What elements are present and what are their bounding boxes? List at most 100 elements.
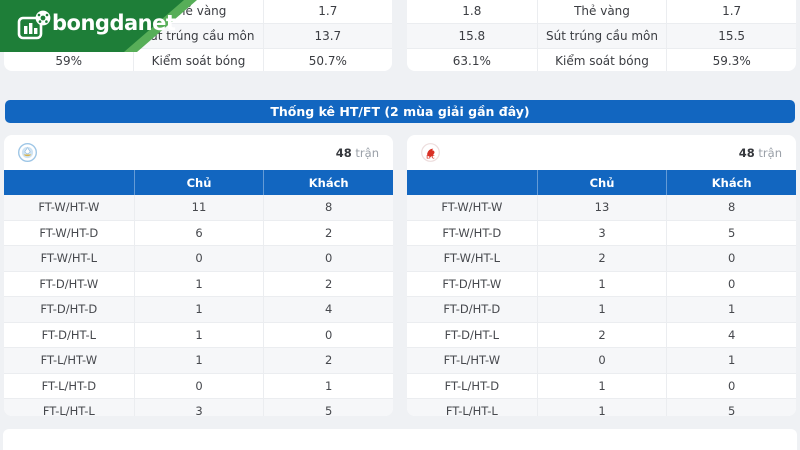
matches-unit: trận <box>758 145 782 160</box>
htft-away-value: 4 <box>666 322 796 347</box>
htft-away-value: 1 <box>666 348 796 373</box>
htft-away-value: 2 <box>263 348 393 373</box>
stat-row: 1.8 Thẻ vàng 1.7 <box>407 0 796 23</box>
htft-row: FT-D/HT-D 1 1 <box>407 296 796 322</box>
stat-away-value: 59.3% <box>666 49 796 71</box>
stat-home-value: 63.1% <box>452 54 491 68</box>
htft-header-home-col: Chủ <box>536 170 667 195</box>
htft-row: FT-L/HT-D 0 1 <box>4 372 393 398</box>
htft-result-label: FT-L/HT-L <box>42 404 95 416</box>
htft-home-value: 1 <box>536 271 667 296</box>
stat-label: Thẻ vàng <box>536 0 667 23</box>
next-section-card <box>3 429 797 450</box>
htft-row: FT-L/HT-L 3 5 <box>4 398 393 416</box>
htft-row: FT-D/HT-W 1 0 <box>407 270 796 296</box>
htft-home-value: 2 <box>536 322 667 347</box>
matches-count-home: 48 trận <box>336 146 379 160</box>
htft-away-value: 0 <box>666 373 796 398</box>
htft-away-value: 2 <box>263 220 393 245</box>
htft-result-label: FT-D/HT-W <box>442 276 502 291</box>
htft-row: FT-W/HT-D 3 5 <box>407 219 796 245</box>
htft-away-value: 5 <box>263 399 393 416</box>
stat-row: Sút trúng cầu môn 13.7 <box>4 23 392 48</box>
htft-row: FT-D/HT-W 1 2 <box>4 270 393 296</box>
htft-home-value: 1 <box>536 399 667 416</box>
htft-row: FT-W/HT-D 6 2 <box>4 219 393 245</box>
matches-number: 48 <box>335 145 352 160</box>
htft-result-label: FT-L/HT-W <box>443 353 501 368</box>
htft-result-label: FT-W/HT-L <box>443 251 501 266</box>
htft-home-value: 1 <box>536 297 667 322</box>
stat-label: Kiểm soát bóng <box>133 49 262 71</box>
stat-row: 59% Kiểm soát bóng 50.7% <box>4 48 392 71</box>
htft-home-value: 0 <box>133 373 264 398</box>
brand-text: bongdanet <box>52 11 176 35</box>
matches-unit: trận <box>355 145 379 160</box>
liverpool-badge-icon: LFC <box>421 143 440 162</box>
stat-row: 63.1% Kiểm soát bóng 59.3% <box>407 48 796 71</box>
htft-result-label: FT-W/HT-D <box>442 225 502 240</box>
htft-row: FT-W/HT-L 2 0 <box>407 245 796 271</box>
htft-row: FT-D/HT-L 2 4 <box>407 321 796 347</box>
man-city-badge-icon <box>18 143 37 162</box>
htft-result-label: FT-L/HT-D <box>41 378 97 393</box>
htft-away-value: 0 <box>666 271 796 296</box>
htft-away-value: 5 <box>666 399 796 416</box>
stat-home-value: 15.8 <box>458 29 486 43</box>
htft-home-value: 1 <box>536 373 667 398</box>
htft-home-value: 13 <box>536 195 667 220</box>
bongdanet-chart-ball-icon <box>17 10 51 40</box>
htft-away-value: 1 <box>666 297 796 322</box>
stat-away-value: 50.7% <box>262 49 392 71</box>
htft-home-value: 0 <box>133 246 264 271</box>
htft-away-value: 8 <box>666 195 796 220</box>
htft-result-label: FT-W/HT-W <box>38 200 100 215</box>
htft-away-value: 0 <box>263 322 393 347</box>
htft-body-away: FT-W/HT-W 13 8 FT-W/HT-D 3 5 FT-W/HT-L 2… <box>407 195 796 416</box>
htft-result-label: FT-L/HT-W <box>40 353 98 368</box>
htft-away-value: 5 <box>666 220 796 245</box>
stat-label: Sút trúng cầu môn <box>536 24 667 48</box>
htft-home-value: 2 <box>536 246 667 271</box>
htft-row: FT-L/HT-W 1 2 <box>4 347 393 373</box>
htft-result-label: FT-D/HT-D <box>443 302 501 317</box>
htft-away-value: 4 <box>263 297 393 322</box>
stat-row: 15.8 Sút trúng cầu môn 15.5 <box>407 23 796 48</box>
htft-row: FT-L/HT-L 1 5 <box>407 398 796 416</box>
stat-away-value: 15.5 <box>666 24 796 48</box>
htft-home-value: 1 <box>133 271 264 296</box>
htft-home-value: 1 <box>133 322 264 347</box>
bongdanet-logo[interactable]: bongdanet <box>0 0 200 52</box>
team-header-away: LFC 48 trận <box>407 135 796 170</box>
htft-row: FT-L/HT-W 0 1 <box>407 347 796 373</box>
svg-text:LFC: LFC <box>426 155 434 160</box>
top-stats-rows-home: Thẻ vàng 1.7 Sút trúng cầu môn 13.7 59% … <box>4 0 392 71</box>
htft-away-value: 1 <box>263 373 393 398</box>
htft-header-away-col: Khách <box>666 170 796 195</box>
htft-header-away-col: Khách <box>263 170 393 195</box>
htft-body-home: FT-W/HT-W 11 8 FT-W/HT-D 6 2 FT-W/HT-L 0… <box>4 195 393 416</box>
htft-result-label: FT-D/HT-W <box>39 276 99 291</box>
htft-row: FT-W/HT-W 13 8 <box>407 195 796 220</box>
section-title-htft: Thống kê HT/FT (2 mùa giải gần đây) <box>5 100 795 123</box>
htft-home-value: 11 <box>133 195 264 220</box>
htft-home-value: 0 <box>536 348 667 373</box>
htft-row: FT-W/HT-W 11 8 <box>4 195 393 220</box>
stat-away-value: 1.7 <box>666 0 796 23</box>
htft-result-label: FT-W/HT-D <box>39 225 99 240</box>
top-stats-card-away: 1.8 Thẻ vàng 1.7 15.8 Sút trúng cầu môn … <box>407 0 796 71</box>
top-stats-rows-away: 1.8 Thẻ vàng 1.7 15.8 Sút trúng cầu môn … <box>407 0 796 71</box>
htft-row: FT-D/HT-L 1 0 <box>4 321 393 347</box>
htft-row: FT-W/HT-L 0 0 <box>4 245 393 271</box>
htft-result-label: FT-W/HT-L <box>40 251 98 266</box>
stat-home-value: 59% <box>55 54 82 68</box>
team-header-home: 48 trận <box>4 135 393 170</box>
matches-number: 48 <box>738 145 755 160</box>
htft-row: FT-D/HT-D 1 4 <box>4 296 393 322</box>
htft-away-value: 8 <box>263 195 393 220</box>
htft-header-empty <box>4 170 134 195</box>
htft-header-empty <box>407 170 537 195</box>
htft-header-row-home: Chủ Khách <box>4 170 393 195</box>
section-title-text: Thống kê HT/FT (2 mùa giải gần đây) <box>270 104 530 119</box>
top-stats-card-home: Thẻ vàng 1.7 Sút trúng cầu môn 13.7 59% … <box>4 0 392 71</box>
